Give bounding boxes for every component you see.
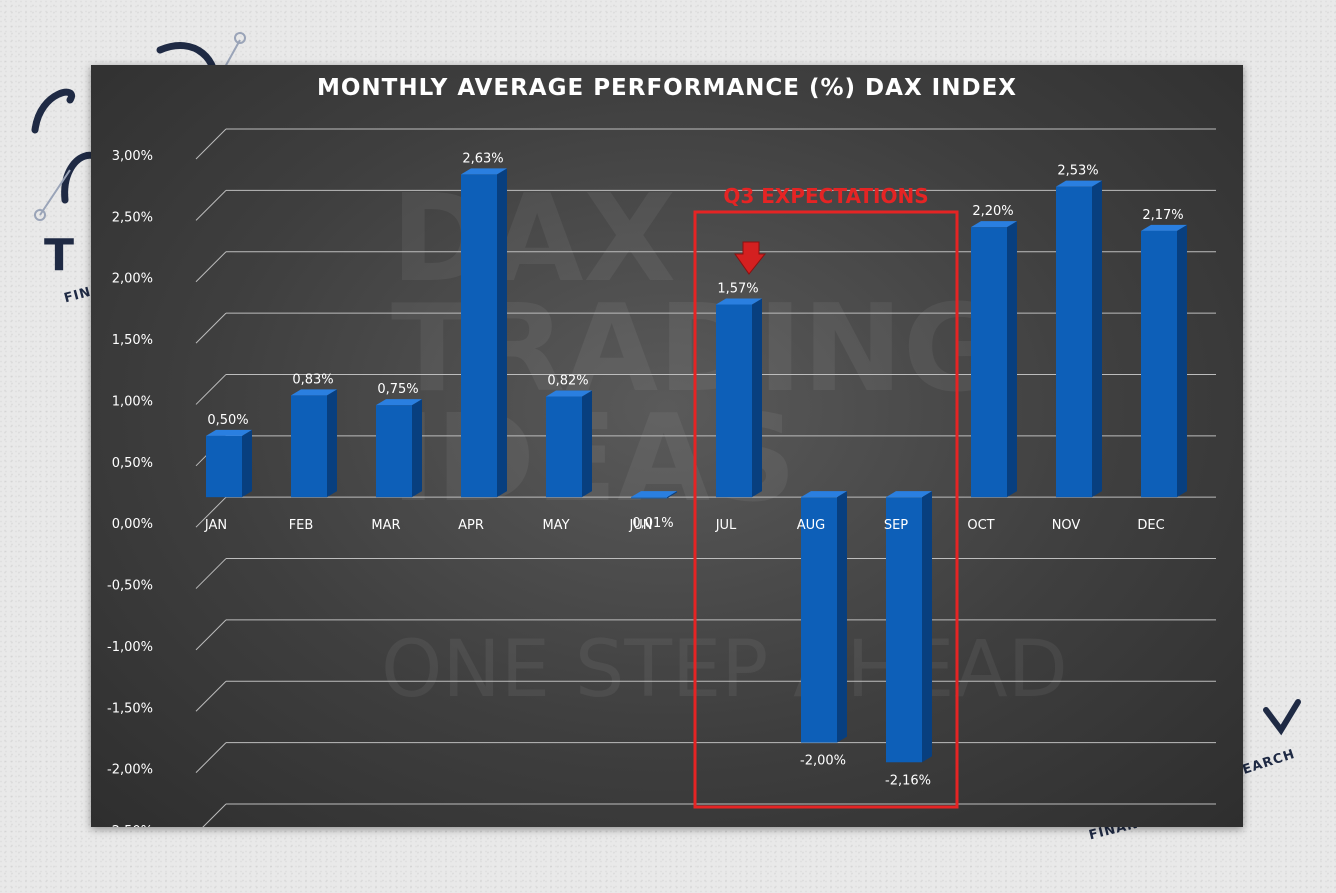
bar-top <box>1056 180 1102 187</box>
y-tick-label: 2,00% <box>112 272 153 287</box>
bar-chart: 3,00% 2,50% 2,00% 1,50% 1,00% 0,50% 0,00% -0,50… <box>107 128 1216 827</box>
y-tick-label: 0,00% <box>112 517 153 532</box>
bar-top <box>206 429 252 436</box>
bar-side <box>1007 221 1017 498</box>
x-tick-label: FEB <box>289 518 314 533</box>
bar <box>206 435 242 498</box>
q3-annotation-label: Q3 EXPECTATIONS <box>723 184 928 208</box>
chart-title: MONTHLY AVERAGE PERFORMANCE (%) DAX INDE… <box>316 75 1018 101</box>
bar <box>1056 186 1092 498</box>
data-label: 0,82% <box>547 374 588 389</box>
bar-top <box>546 390 592 397</box>
y-tick-label: -0,50% <box>107 579 153 594</box>
data-label: 2,20% <box>972 204 1013 219</box>
bar-side <box>1092 180 1102 498</box>
data-label: -2,00% <box>800 754 846 769</box>
data-label: 2,63% <box>462 151 503 166</box>
bar-top <box>291 389 337 396</box>
y-tick-label: 1,00% <box>112 394 153 409</box>
bar-top <box>631 491 677 498</box>
data-label: 2,17% <box>1142 208 1183 223</box>
data-label: 1,57% <box>717 282 758 297</box>
logo-letter: T <box>44 230 76 281</box>
y-tick-label: -1,50% <box>107 701 153 716</box>
data-label: 0,83% <box>292 372 333 387</box>
bar <box>376 405 412 498</box>
y-tick-label: 3,00% <box>112 149 153 164</box>
bar-top <box>376 399 422 406</box>
bar <box>1141 230 1177 498</box>
x-tick-label: APR <box>458 518 484 533</box>
bar <box>971 227 1007 498</box>
bar-top <box>716 298 762 305</box>
bar-side <box>242 429 252 498</box>
bar <box>291 395 327 498</box>
x-tick-label: SEP <box>884 518 908 533</box>
grid-line-diagonal <box>195 680 227 712</box>
y-tick-label: 0,50% <box>112 456 153 471</box>
data-label: 0,01% <box>632 516 673 531</box>
y-tick-label: 1,50% <box>112 333 153 348</box>
grid-line-diagonal <box>195 619 227 651</box>
grid-line-diagonal <box>195 496 227 528</box>
grid-line-diagonal <box>195 374 227 405</box>
bar-side <box>582 390 592 498</box>
bar <box>886 497 922 763</box>
background-logo-right: FINANCIAL ESEARCH <box>1036 690 1316 870</box>
bar <box>801 497 837 743</box>
bar-side <box>327 389 337 498</box>
bar <box>546 396 582 498</box>
grid-line-diagonal <box>195 312 227 344</box>
x-tick-label: JAN <box>204 518 227 533</box>
grid-line-diagonal <box>195 742 227 773</box>
x-tick-label: JUN <box>628 518 652 533</box>
bar-side <box>752 298 762 498</box>
bar-top <box>1141 224 1187 231</box>
bar-side <box>1177 224 1187 498</box>
bar <box>631 497 667 499</box>
data-label: 0,75% <box>377 382 418 397</box>
bar-top <box>886 491 932 498</box>
x-tick-label: MAY <box>542 518 569 533</box>
logo-mark-icon <box>1263 699 1301 736</box>
data-label: 2,53% <box>1057 164 1098 179</box>
x-tick-label: AUG <box>797 518 825 533</box>
bar-top <box>801 491 847 498</box>
q3-highlight-box <box>693 210 959 809</box>
x-tick-label: JUL <box>715 518 737 533</box>
bar-side <box>412 399 422 498</box>
bar <box>716 304 752 498</box>
data-label: -2,16% <box>885 773 931 788</box>
bar-side <box>667 491 677 499</box>
grid-line-diagonal <box>195 251 227 283</box>
x-tick-label: NOV <box>1052 518 1081 533</box>
bar-side <box>837 491 847 743</box>
arrow-down-icon <box>734 241 767 275</box>
x-tick-label: DEC <box>1137 518 1164 533</box>
grid-line-diagonal <box>195 190 227 221</box>
data-label: 0,50% <box>207 413 248 428</box>
grid-line-diagonal <box>195 128 227 160</box>
grid-line-diagonal <box>195 558 227 589</box>
y-tick-label: -1,00% <box>107 640 153 655</box>
bar-side <box>922 491 932 763</box>
grid-line-diagonal <box>202 803 227 827</box>
x-tick-label: OCT <box>967 518 994 533</box>
bar <box>461 174 497 498</box>
bar-side <box>497 168 507 498</box>
y-tick-label: 2,50% <box>112 210 153 225</box>
bar-top <box>971 221 1017 228</box>
bar-top <box>461 168 507 175</box>
chart-panel: DAX TRADING IDEAS ONE STEP AHEAD MONTHLY… <box>91 65 1243 827</box>
y-tick-label: -2,50% <box>107 824 153 827</box>
y-tick-label: -2,00% <box>107 763 153 778</box>
x-tick-label: MAR <box>371 518 400 533</box>
